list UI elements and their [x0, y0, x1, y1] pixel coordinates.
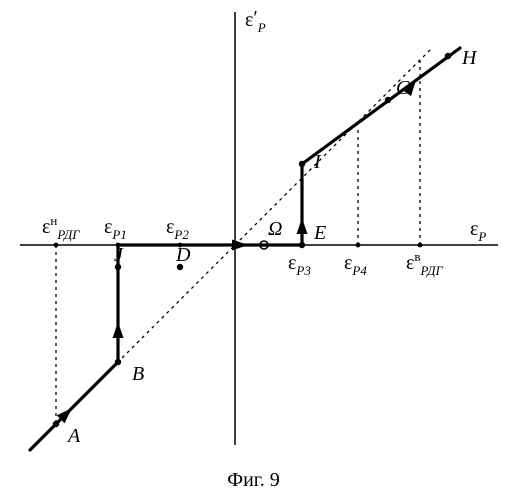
tick-label-P1: εP1: [104, 216, 127, 242]
tick-dot-РДГ: [54, 243, 59, 248]
point-label-I: I: [313, 151, 322, 173]
tick-label-P4: εP4: [344, 252, 367, 278]
point-label-J: J: [114, 244, 124, 266]
tick-dot-P4: [356, 243, 361, 248]
tick-label-РДГв: εвРДГ: [406, 249, 443, 278]
point-label-G: G: [396, 77, 411, 99]
point-label-O: Ω: [268, 218, 282, 240]
point-A: [53, 421, 59, 427]
point-G: [385, 97, 391, 103]
point-B: [115, 359, 121, 365]
arrowhead-icon: [232, 240, 248, 251]
point-label-A: A: [66, 425, 81, 447]
point-label-B: B: [132, 363, 144, 385]
point-label-E: E: [313, 222, 326, 244]
point-H: [445, 53, 451, 59]
arrowhead-icon: [113, 322, 124, 338]
point-label-D: D: [175, 244, 191, 266]
tick-dot-P3: [300, 243, 305, 248]
trajectory-segment: [302, 48, 460, 164]
tick-dot-P1: [116, 243, 121, 248]
y-axis-label: ε′P: [245, 7, 266, 35]
arrowheads: [57, 77, 421, 423]
x-axis-label: εP: [470, 218, 486, 244]
tick-dot-P2: [178, 243, 183, 248]
tick-label-P2: εP2: [166, 216, 189, 242]
point-label-H: H: [461, 47, 478, 69]
tick-label-РДГн: εнРДГ: [42, 213, 80, 242]
point-I: [299, 161, 305, 167]
arrowhead-icon: [297, 218, 308, 234]
diagram-figure: εP ε′P A B J D E I G H Ω εнРДГ εP1 εP2 εP3 εP4 εвРДГ Ф…: [0, 0, 507, 500]
tick-label-P3: εP3: [288, 252, 311, 278]
figure-caption: Фиг. 9: [227, 469, 279, 491]
marked-points: A B J D E I G H Ω: [53, 47, 478, 447]
trajectory: [30, 48, 460, 450]
caption: Фиг. 9: [227, 469, 279, 491]
tick-dot-РДГ: [418, 243, 423, 248]
